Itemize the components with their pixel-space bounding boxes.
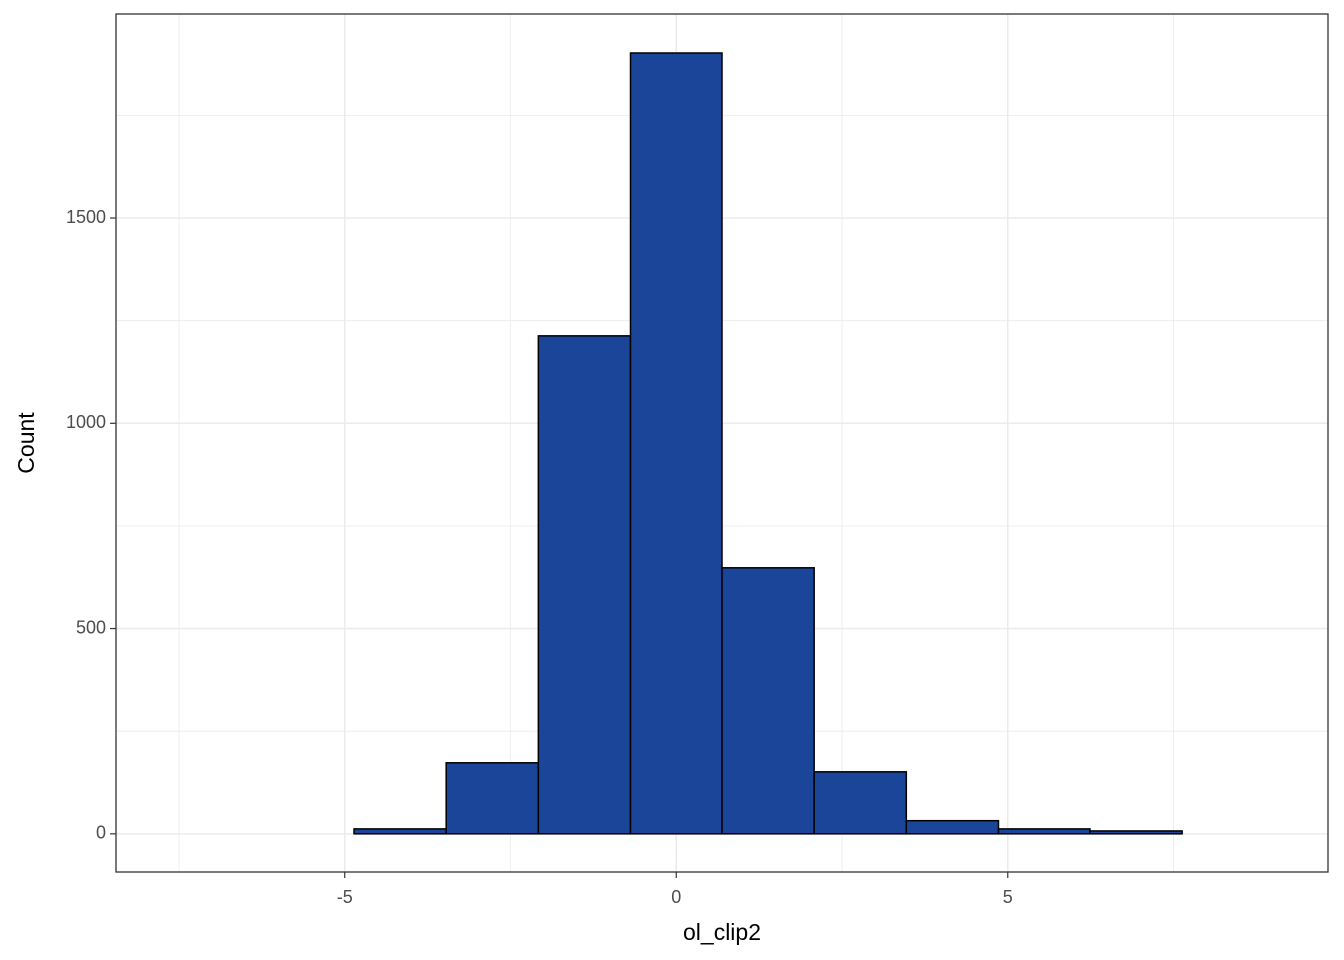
y-tick-label: 500: [76, 617, 106, 637]
bar: [813, 771, 908, 835]
y-tick-label: 0: [96, 823, 106, 843]
bar: [1089, 830, 1183, 835]
x-tick-label: -5: [337, 887, 353, 907]
panel-border: [115, 13, 1329, 873]
bar: [353, 828, 447, 835]
x-tick-label: 5: [1003, 887, 1013, 907]
x-tick-label: 0: [671, 887, 681, 907]
y-tick-label: 1500: [66, 207, 106, 227]
bar: [721, 567, 815, 835]
bar: [905, 819, 1000, 835]
y-tick-label: 1000: [66, 412, 106, 432]
bar: [445, 762, 540, 835]
bar: [629, 52, 723, 835]
bar: [537, 335, 632, 835]
y-axis-title: Count: [13, 412, 39, 474]
x-axis-title: ol_clip2: [683, 919, 761, 945]
bar: [997, 828, 1091, 835]
